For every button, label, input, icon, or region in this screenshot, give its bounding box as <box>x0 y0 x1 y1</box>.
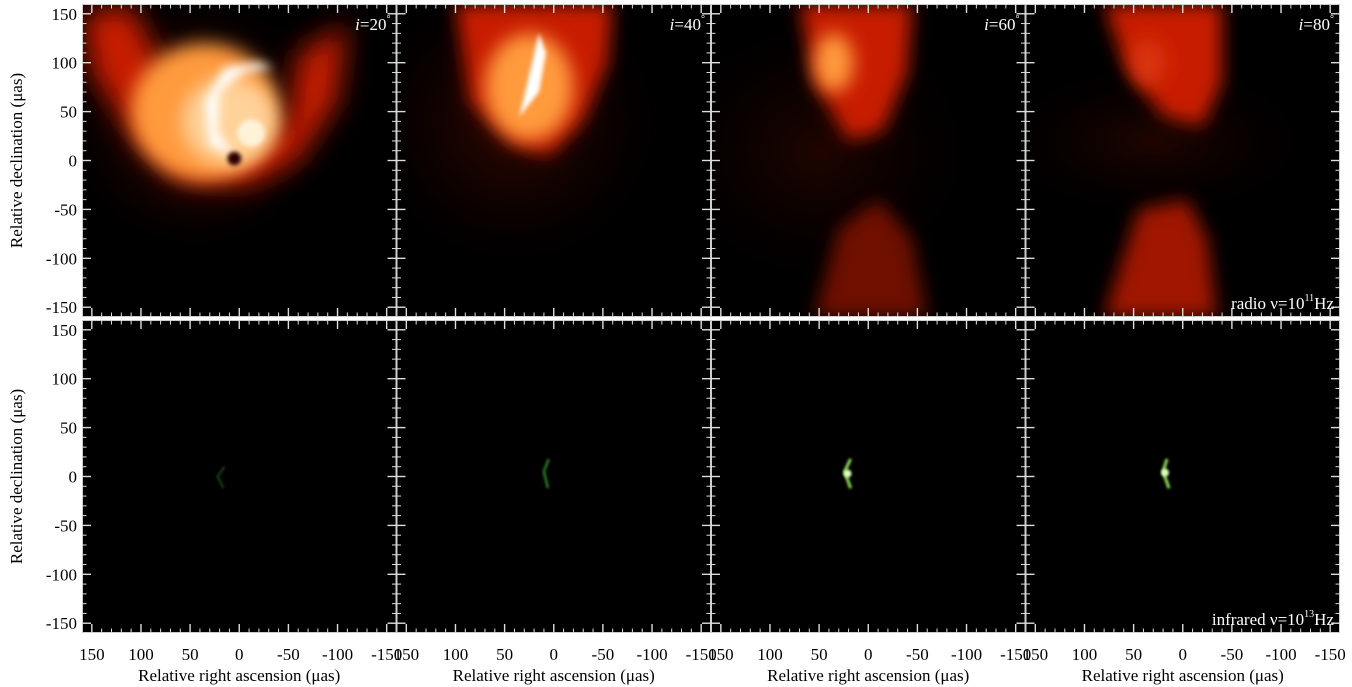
heatmap-panel-infrared-40 <box>396 320 711 633</box>
panel-grid <box>82 4 1340 633</box>
x-tick-label: -100 <box>951 645 982 664</box>
x-tick-label: -100 <box>322 645 353 664</box>
panel-background <box>711 320 1026 633</box>
x-tick-label: -50 <box>592 645 615 664</box>
panel-background <box>396 320 711 633</box>
emission-map <box>216 466 226 489</box>
y-tick-label: 50 <box>60 103 77 122</box>
y-tick-label: -150 <box>46 298 77 317</box>
band-label-infrared: infrared ν=1013Hz <box>1212 609 1335 629</box>
x-tick-label: 50 <box>1125 645 1142 664</box>
heatmap-panel-infrared-60 <box>711 320 1026 633</box>
y-tick-label: 50 <box>60 419 77 438</box>
inclination-label: i=40° <box>670 14 705 34</box>
x-tick-label: 100 <box>757 645 783 664</box>
panel-background <box>1025 320 1340 633</box>
x-tick-label: 0 <box>1179 645 1188 664</box>
heatmap-panel-radio-40 <box>396 4 711 317</box>
y-tick-label: -100 <box>46 249 77 268</box>
y-tick-label: 0 <box>69 468 78 487</box>
y-tick-label: 100 <box>52 54 78 73</box>
heatmap-panel-infrared-20 <box>82 320 397 633</box>
emission-map <box>1161 458 1171 489</box>
inclination-label: i=60° <box>984 14 1019 34</box>
x-tick-label: 0 <box>864 645 873 664</box>
x-axis-label: Relative right ascension (μas) <box>767 666 969 685</box>
x-tick-label: 0 <box>235 645 244 664</box>
y-axis-label: Relative declination (μas) <box>7 389 26 564</box>
y-tick-label: 100 <box>52 370 78 389</box>
x-tick-label: 150 <box>1023 645 1049 664</box>
emission-map <box>542 458 550 489</box>
y-tick-label: -50 <box>54 516 77 535</box>
y-tick-label: 0 <box>69 152 78 171</box>
x-tick-label: -150 <box>371 645 402 664</box>
x-tick-label: -50 <box>277 645 300 664</box>
x-tick-label: 150 <box>394 645 420 664</box>
tick-marks <box>82 4 1340 633</box>
emission-map <box>82 4 348 249</box>
heatmap-panel-infrared-80 <box>1025 320 1340 633</box>
x-tick-label: -100 <box>636 645 667 664</box>
y-tick-label: -150 <box>46 614 77 633</box>
x-tick-label: 50 <box>811 645 828 664</box>
inclination-label: i=20° <box>355 14 390 34</box>
x-tick-label: -150 <box>1315 645 1346 664</box>
x-tick-label: -50 <box>906 645 929 664</box>
x-tick-label: 150 <box>79 645 105 664</box>
x-axis-label: Relative right ascension (μas) <box>453 666 655 685</box>
y-tick-label: -100 <box>46 565 77 584</box>
heatmap-panel-radio-20 <box>82 4 397 317</box>
emission-map <box>396 4 662 269</box>
x-tick-label: 0 <box>550 645 559 664</box>
x-tick-label: -150 <box>1000 645 1031 664</box>
tick-labels: 150100500-50-100-150150100500-50-100-150… <box>46 5 1346 664</box>
y-tick-label: 150 <box>52 5 78 24</box>
x-tick-label: -50 <box>1221 645 1244 664</box>
x-tick-label: -100 <box>1265 645 1296 664</box>
x-tick-label: 100 <box>1072 645 1098 664</box>
x-tick-label: 100 <box>443 645 469 664</box>
heatmap-panel-radio-60 <box>711 4 1026 317</box>
x-axis-label: Relative right ascension (μas) <box>138 666 340 685</box>
band-label-radio: radio ν=1011Hz <box>1231 293 1334 313</box>
y-tick-label: -50 <box>54 200 77 219</box>
x-tick-label: 50 <box>496 645 513 664</box>
x-tick-label: 150 <box>708 645 734 664</box>
emission-map <box>1025 4 1311 317</box>
emission-map <box>843 458 853 489</box>
inclination-label: i=80° <box>1299 14 1334 34</box>
emission-map <box>711 4 977 317</box>
x-tick-label: 50 <box>182 645 199 664</box>
x-axis-label: Relative right ascension (μas) <box>1082 666 1284 685</box>
y-axis-label: Relative declination (μas) <box>7 73 26 248</box>
y-tick-label: 150 <box>52 321 78 340</box>
x-tick-label: 100 <box>128 645 154 664</box>
panel-background <box>82 320 397 633</box>
heatmap-panel-radio-80 <box>1025 4 1340 317</box>
x-tick-label: -150 <box>686 645 717 664</box>
